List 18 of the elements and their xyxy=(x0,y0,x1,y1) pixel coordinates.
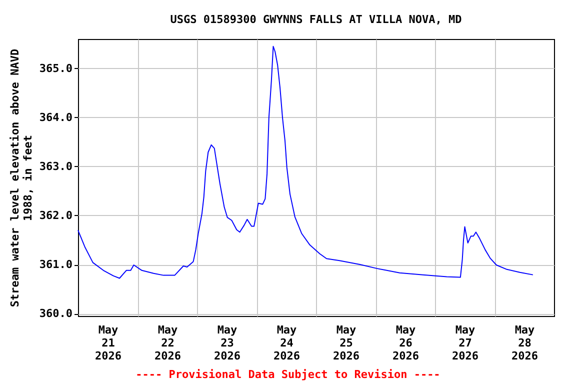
chart-title: USGS 01589300 GWYNNS FALLS AT VILLA NOVA, MD xyxy=(170,13,462,26)
x-tick-label: May 26 2026 xyxy=(392,324,420,362)
x-tick-label: May 28 2026 xyxy=(512,324,538,362)
y-tick-label: 365.0 xyxy=(39,62,72,75)
y-tick-label: 362.0 xyxy=(39,208,72,222)
x-tick-label: May 22 2026 xyxy=(154,324,182,362)
x-tick-label: May 27 2026 xyxy=(452,324,479,362)
x-tick-label: May 23 2026 xyxy=(214,324,241,362)
y-tick-label: 364.0 xyxy=(39,110,72,124)
x-tick-label: May 21 2026 xyxy=(95,324,122,362)
y-axis-title: Stream water level elevation above NAVD 1988, in feet xyxy=(8,48,34,308)
line-series xyxy=(78,46,534,279)
x-tick-label: May 24 2026 xyxy=(274,324,300,362)
y-tick-label: 363.0 xyxy=(39,160,72,173)
y-tick-label: 360.0 xyxy=(39,307,72,320)
x-tick-label: May 25 2026 xyxy=(333,324,360,362)
text: ---- Provisional Data Subject to Revision ---- xyxy=(134,368,442,381)
y-tick-label: 361.0 xyxy=(39,258,72,272)
